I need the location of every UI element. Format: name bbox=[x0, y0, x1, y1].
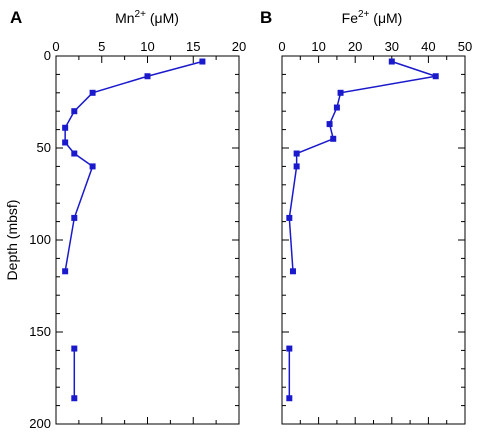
panel-b-x-tick-label: 40 bbox=[421, 39, 435, 54]
panel-a-data-point bbox=[62, 268, 69, 275]
panel-b-data-point bbox=[432, 73, 439, 80]
panel-b-data-point bbox=[293, 163, 300, 170]
y-tick-label: 50 bbox=[37, 140, 51, 155]
panel-a-data-point bbox=[71, 395, 78, 402]
panel-a: A Mn2+ (μM) Depth (mbsf) 0 5 10 15 200501001… bbox=[4, 8, 246, 431]
panel-b-x-axis-title: Fe2+ (μM) bbox=[342, 9, 403, 26]
panel-a-data-point bbox=[62, 124, 69, 131]
panel-b-data-point bbox=[330, 135, 337, 142]
y-tick-label: 200 bbox=[29, 416, 51, 431]
panel-a-x-tick-label: 15 bbox=[186, 39, 200, 54]
panel-b-data-point bbox=[286, 214, 293, 221]
y-axis-title: Depth (mbsf) bbox=[4, 200, 20, 281]
panel-a-series-line bbox=[64, 60, 203, 272]
panel-b-series-line bbox=[288, 60, 436, 272]
panel-b-data-point bbox=[293, 150, 300, 157]
panel-a-data-point bbox=[71, 214, 78, 221]
panel-a-data-point bbox=[71, 345, 78, 352]
panel-a-data-point bbox=[89, 163, 96, 170]
panel-a-x-axis-title: Mn2+ (μM) bbox=[115, 9, 179, 26]
panel-a-label: A bbox=[10, 8, 22, 27]
y-tick-label: 100 bbox=[29, 232, 51, 247]
panel-a-data-point bbox=[71, 108, 78, 115]
panel-a-x-tick-label: 0 bbox=[52, 39, 59, 54]
panel-b-data-point bbox=[289, 268, 296, 275]
panel-a-x-tick-label: 10 bbox=[140, 39, 154, 54]
y-tick-label: 150 bbox=[29, 324, 51, 339]
panel-a-x-tick-label: 5 bbox=[98, 39, 105, 54]
panel-b-x-tick-label: 50 bbox=[458, 39, 472, 54]
panel-a-x-tick-label: 20 bbox=[232, 39, 246, 54]
panel-b-data-point bbox=[286, 345, 293, 352]
panel-b-data-point bbox=[333, 104, 340, 111]
panel-b-data-point bbox=[326, 121, 333, 128]
panel-b-plot-frame bbox=[281, 55, 466, 425]
panel-b-x-tick-label: 30 bbox=[385, 39, 399, 54]
panel-b: B Fe2+ (μM) 0 10 20 30 40 50 bbox=[260, 8, 472, 425]
panel-b-data-point bbox=[286, 395, 293, 402]
panel-b-data-point bbox=[337, 89, 344, 96]
panel-a-plot-frame bbox=[55, 55, 240, 425]
panel-a-data-point bbox=[89, 89, 96, 96]
panel-a-data-point bbox=[71, 150, 78, 157]
panel-b-x-tick-label: 0 bbox=[278, 39, 285, 54]
y-tick-label: 0 bbox=[44, 48, 51, 63]
panel-b-x-tick-label: 20 bbox=[348, 39, 362, 54]
panel-a-data-point bbox=[199, 58, 206, 65]
panel-b-data-point bbox=[388, 58, 395, 65]
panel-b-label: B bbox=[260, 8, 272, 27]
panel-b-x-tick-label: 10 bbox=[311, 39, 325, 54]
panel-a-data-point bbox=[62, 139, 69, 146]
panel-a-data-point bbox=[144, 73, 151, 80]
